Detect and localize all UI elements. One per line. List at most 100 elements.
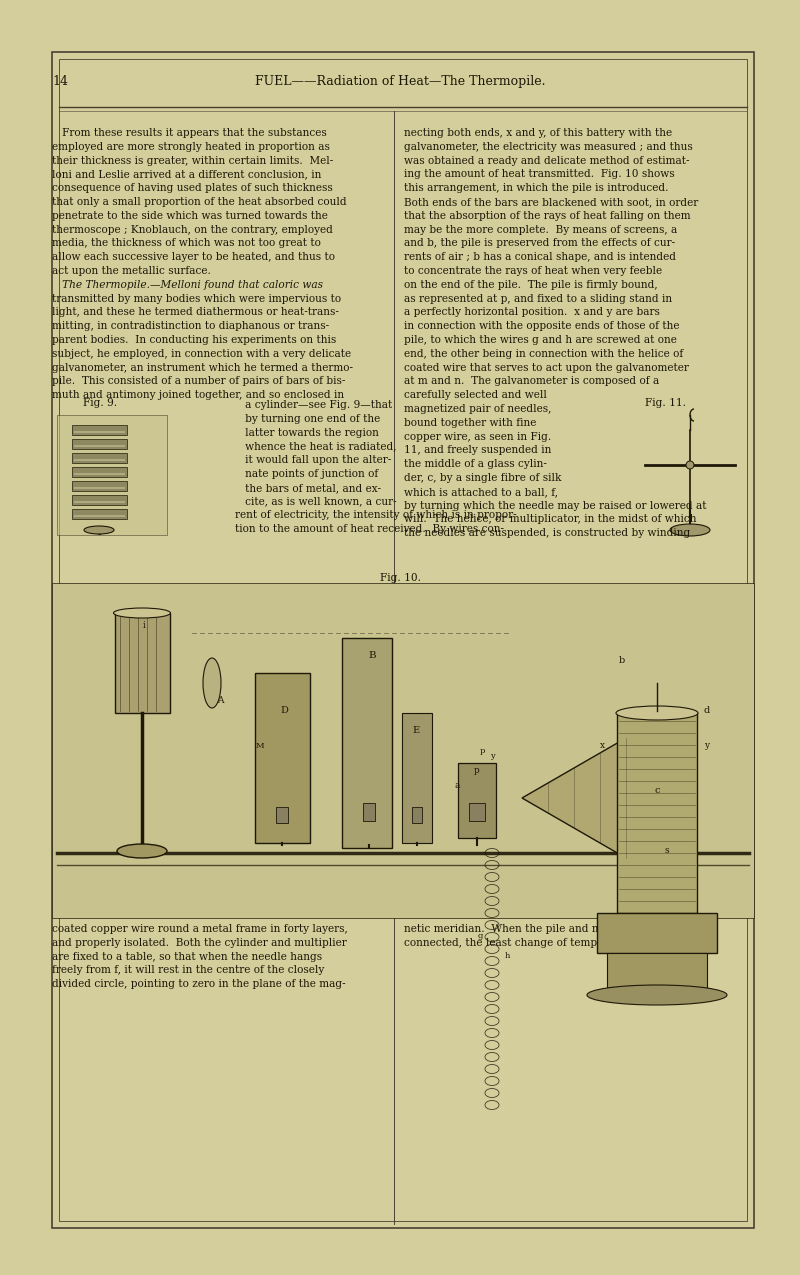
Text: subject, he employed, in connection with a very delicate: subject, he employed, in connection with… [52,349,351,358]
Circle shape [686,462,694,469]
Text: nate points of junction of: nate points of junction of [235,469,378,479]
Text: coated copper wire round a metal frame in forty layers,: coated copper wire round a metal frame i… [52,924,348,935]
Bar [74,515,125,516]
Text: rent of electricity, the intensity of which is in propor-: rent of electricity, the intensity of wh… [235,510,517,520]
Text: parent bodies.  In conducting his experiments on this: parent bodies. In conducting his experim… [52,335,336,346]
Text: s: s [665,847,670,856]
Text: From these results it appears that the substances: From these results it appears that the s… [52,128,326,138]
Text: tion to the amount of heat received.  By wires con-: tion to the amount of heat received. By … [235,524,504,534]
Text: y: y [705,741,710,750]
Bar [72,453,127,463]
Text: pile.  This consisted of a number of pairs of bars of bis-: pile. This consisted of a number of pair… [52,376,346,386]
Text: galvanometer, an instrument which he termed a thermo-: galvanometer, an instrument which he ter… [52,362,353,372]
Text: Fig. 10.: Fig. 10. [379,572,421,583]
Bar [72,495,127,505]
Bar [458,762,496,838]
Text: latter towards the region: latter towards the region [235,427,379,437]
Ellipse shape [670,524,710,536]
Ellipse shape [114,608,170,618]
Text: at m and n.  The galvanometer is composed of a: at m and n. The galvanometer is composed… [404,376,659,386]
Ellipse shape [84,527,114,534]
Text: a perfectly horizontal position.  x and y are bars: a perfectly horizontal position. x and y… [404,307,660,317]
Text: it would fall upon the alter-: it would fall upon the alter- [235,455,391,465]
Bar [412,807,422,822]
Text: 11, and freely suspended in: 11, and freely suspended in [404,445,551,455]
Text: muth and antimony joined together, and so enclosed in: muth and antimony joined together, and s… [52,390,344,400]
Text: transmitted by many bodies which were impervious to: transmitted by many bodies which were im… [52,293,341,303]
Text: penetrate to the side which was turned towards the: penetrate to the side which was turned t… [52,210,328,221]
Bar [72,481,127,491]
Bar [74,473,125,476]
Text: A: A [217,696,223,705]
Text: p: p [479,747,485,755]
Text: connected, the least change of temperature that may: connected, the least change of temperatu… [404,938,687,947]
Bar [72,425,127,435]
Polygon shape [522,723,652,873]
Text: and b, the pile is preserved from the effects of cur-: and b, the pile is preserved from the ef… [404,238,675,249]
Text: c: c [654,785,660,796]
Text: by turning one end of the: by turning one end of the [235,414,380,423]
Text: to concentrate the rays of heat when very feeble: to concentrate the rays of heat when ver… [404,266,662,275]
Text: allow each successive layer to be heated, and thus to: allow each successive layer to be heated… [52,252,335,263]
Text: cite, as is well known, a cur-: cite, as is well known, a cur- [235,496,397,506]
Text: may be the more complete.  By means of screens, a: may be the more complete. By means of sc… [404,224,678,235]
Text: magnetized pair of needles,: magnetized pair of needles, [404,404,551,414]
Bar [617,713,697,913]
Text: E: E [413,725,419,734]
Text: i: i [142,621,146,630]
Bar [52,583,754,918]
Text: which is attached to a ball, f,: which is attached to a ball, f, [404,487,558,497]
Bar [74,431,125,434]
Text: ing the amount of heat transmitted.  Fig. 10 shows: ing the amount of heat transmitted. Fig.… [404,170,674,180]
Text: media, the thickness of which was not too great to: media, the thickness of which was not to… [52,238,321,249]
Bar [276,807,288,822]
Bar [72,509,127,519]
Text: Fig. 11.: Fig. 11. [645,398,686,408]
Text: whence the heat is radiated,: whence the heat is radiated, [235,441,397,451]
Bar [74,487,125,490]
Text: pile, to which the wires g and h are screwed at one: pile, to which the wires g and h are scr… [404,335,677,346]
Text: galvanometer, the electricity was measured ; and thus: galvanometer, the electricity was measur… [404,142,693,152]
Text: end, the other being in connection with the helice of: end, the other being in connection with … [404,349,683,358]
Text: FUEL——Radiation of Heat—The Thermopile.: FUEL——Radiation of Heat—The Thermopile. [254,75,546,88]
Text: x: x [599,741,605,750]
Text: this arrangement, in which the pile is introduced.: this arrangement, in which the pile is i… [404,184,669,194]
Text: a cylinder—see Fig. 9—that: a cylinder—see Fig. 9—that [235,400,392,411]
Bar [402,713,432,843]
Text: netic meridian.  When the pile and multiplier are: netic meridian. When the pile and multip… [404,924,665,935]
Text: in connection with the opposite ends of those of the: in connection with the opposite ends of … [404,321,679,332]
Text: d: d [704,706,710,715]
Bar [255,673,310,843]
Text: that only a small proportion of the heat absorbed could: that only a small proportion of the heat… [52,198,346,207]
Text: rents of air ; b has a conical shape, and is intended: rents of air ; b has a conical shape, an… [404,252,676,263]
Text: copper wire, as seen in Fig.: copper wire, as seen in Fig. [404,432,551,441]
Text: Fig. 9.: Fig. 9. [83,398,117,408]
Text: necting both ends, x and y, of this battery with the: necting both ends, x and y, of this batt… [404,128,672,138]
Text: a: a [454,782,460,790]
Bar [115,613,170,713]
Ellipse shape [616,706,698,720]
Text: the middle of a glass cylin-: the middle of a glass cylin- [404,459,547,469]
Bar [74,501,125,504]
Text: The Thermopile.—Melloni found that caloric was: The Thermopile.—Melloni found that calor… [52,279,323,289]
Bar [363,803,375,821]
Text: the bars of metal, and ex-: the bars of metal, and ex- [235,483,381,493]
Text: mitting, in contradistinction to diaphanous or trans-: mitting, in contradistinction to diaphan… [52,321,329,332]
Text: carefully selected and well: carefully selected and well [404,390,547,400]
Text: der, c, by a single fibre of silk: der, c, by a single fibre of silk [404,473,562,483]
Text: light, and these he termed diathermous or heat-trans-: light, and these he termed diathermous o… [52,307,339,317]
Text: M: M [256,742,264,750]
Text: by turning which the needle may be raised or lowered at: by turning which the needle may be raise… [404,501,706,510]
Text: consequence of having used plates of such thickness: consequence of having used plates of suc… [52,184,333,194]
Text: and properly isolated.  Both the cylinder and multiplier: and properly isolated. Both the cylinder… [52,938,346,947]
Text: bound together with fine: bound together with fine [404,418,536,428]
Bar [72,439,127,449]
Text: b: b [619,657,625,666]
Text: will.  The helice, or multiplicator, in the midst of which: will. The helice, or multiplicator, in t… [404,514,697,524]
Text: loni and Leslie arrived at a different conclusion, in: loni and Leslie arrived at a different c… [52,170,322,180]
Text: h: h [504,952,510,960]
Text: D: D [280,706,288,715]
Bar [72,467,127,477]
Text: divided circle, pointing to zero in the plane of the mag-: divided circle, pointing to zero in the … [52,979,346,989]
Text: as represented at p, and fixed to a sliding stand in: as represented at p, and fixed to a slid… [404,293,672,303]
